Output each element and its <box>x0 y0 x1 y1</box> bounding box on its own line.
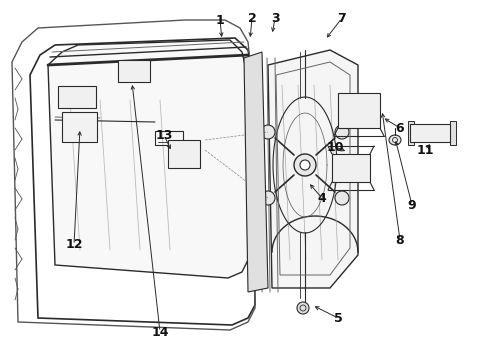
Text: 1: 1 <box>216 14 224 27</box>
Bar <box>185 154 197 164</box>
Text: 8: 8 <box>396 234 404 247</box>
Ellipse shape <box>261 125 275 139</box>
Text: 10: 10 <box>326 140 344 153</box>
Bar <box>118 60 150 82</box>
Bar <box>168 140 200 168</box>
Ellipse shape <box>335 191 349 205</box>
Text: 12: 12 <box>65 239 83 252</box>
Bar <box>332 154 370 182</box>
Bar <box>171 154 183 164</box>
Bar <box>342 112 357 124</box>
Text: 11: 11 <box>416 144 434 157</box>
Text: 6: 6 <box>396 122 404 135</box>
Ellipse shape <box>127 68 133 74</box>
Bar <box>58 86 96 108</box>
Text: 13: 13 <box>155 129 172 141</box>
Polygon shape <box>268 50 358 288</box>
Bar <box>352 166 366 178</box>
Bar <box>360 112 375 124</box>
Text: 4: 4 <box>318 192 326 204</box>
Bar <box>335 166 349 178</box>
Ellipse shape <box>300 160 310 170</box>
Bar <box>450 121 456 145</box>
Text: 2: 2 <box>247 12 256 24</box>
Text: 7: 7 <box>338 12 346 24</box>
Ellipse shape <box>335 125 349 139</box>
Ellipse shape <box>70 125 76 131</box>
Bar <box>408 121 414 145</box>
Polygon shape <box>244 52 268 292</box>
Bar <box>155 131 183 145</box>
Text: 14: 14 <box>151 325 169 338</box>
Ellipse shape <box>68 95 73 99</box>
Bar <box>410 124 450 142</box>
Bar <box>338 93 380 128</box>
Text: 3: 3 <box>270 12 279 24</box>
Text: 5: 5 <box>334 311 343 324</box>
Bar <box>140 70 148 78</box>
Ellipse shape <box>261 191 275 205</box>
Ellipse shape <box>294 154 316 176</box>
Ellipse shape <box>389 135 401 145</box>
Polygon shape <box>48 40 248 278</box>
Text: 9: 9 <box>408 198 416 212</box>
Ellipse shape <box>297 302 309 314</box>
Ellipse shape <box>352 109 358 114</box>
Polygon shape <box>30 38 255 325</box>
Bar <box>62 112 97 142</box>
Bar <box>82 127 94 135</box>
